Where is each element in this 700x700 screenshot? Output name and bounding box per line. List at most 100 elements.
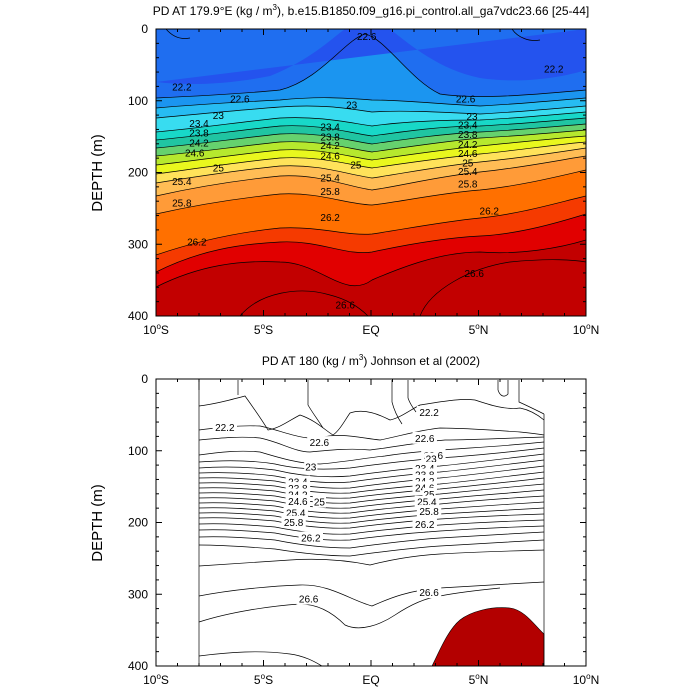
top-contour-label-text: 24.2 bbox=[320, 141, 340, 152]
top-contour-label-text: 22.2 bbox=[172, 82, 192, 93]
bottom-y-tick-label: 0 bbox=[141, 372, 148, 386]
top-contour-label: 22.6 bbox=[357, 32, 377, 43]
bottom-contour-label: 25.8 bbox=[281, 515, 306, 529]
bottom-contour-label: 26.2 bbox=[298, 531, 323, 545]
bottom-contour-label: 25.4 bbox=[283, 506, 308, 519]
bottom-x-tick-label: 10oN bbox=[573, 672, 599, 687]
top-contour-label-text: 24.2 bbox=[458, 140, 478, 151]
top-contour-label-text: 22.6 bbox=[357, 32, 377, 43]
top-contour-label-text: 23.8 bbox=[189, 128, 209, 139]
top-contour-label-text: 26.2 bbox=[480, 207, 500, 218]
top-contour-lines bbox=[156, 29, 586, 316]
top-contour-label-text: 23 bbox=[466, 112, 478, 123]
top-contour-label: 23 bbox=[213, 111, 225, 122]
bottom-x-tick-label: EQ bbox=[362, 673, 379, 687]
bottom-x-tick-label: 5oN bbox=[469, 672, 489, 687]
top-x-tick-label: 5oN bbox=[469, 322, 489, 337]
bottom-contour-label-text: 25 bbox=[423, 490, 435, 501]
top-y-tick-label: 200 bbox=[128, 166, 148, 180]
top-contour-label-text: 26.2 bbox=[187, 237, 207, 248]
top-contour-label: 22.2 bbox=[544, 64, 564, 75]
bottom-contour-label: 22.2 bbox=[212, 421, 237, 434]
top-contour-label: 26.6 bbox=[335, 301, 355, 312]
bottom-contour-label-text: 25.8 bbox=[284, 518, 304, 529]
top-contour-label-text: 25 bbox=[462, 158, 474, 169]
top-contour-label: 25.8 bbox=[172, 199, 192, 210]
top-contour-label: 24.6 bbox=[185, 148, 205, 159]
top-contour-label-text: 23.8 bbox=[320, 133, 340, 144]
top-contour-label-text: 23.8 bbox=[458, 130, 478, 141]
bottom-title: PD AT 180 (kg / m3) Johnson et al (2002) bbox=[262, 353, 480, 368]
top-x-tick-label: 5oS bbox=[254, 322, 273, 337]
top-contour-label: 22.6 bbox=[456, 95, 476, 106]
top-x-tick-label: 10oS bbox=[143, 322, 169, 337]
top-contour-label: 26.2 bbox=[480, 207, 500, 218]
top-contour-label-text: 25 bbox=[350, 161, 362, 172]
top-y-tick-label: 100 bbox=[128, 94, 148, 108]
bottom-x-tick-label: 5oS bbox=[254, 672, 273, 687]
bottom-contour-label-text: 26.2 bbox=[415, 520, 435, 531]
top-contour-label: 23.8 bbox=[458, 130, 478, 141]
bottom-contour-label-text: 25.8 bbox=[419, 507, 439, 518]
top-contour-label-text: 25.8 bbox=[458, 179, 478, 190]
top-contour-label: 26.2 bbox=[320, 213, 340, 224]
bottom-contour-label-text: 23 bbox=[305, 463, 317, 474]
top-contour-label: 25 bbox=[213, 163, 225, 174]
top-x-tick-label: EQ bbox=[362, 323, 379, 337]
bottom-contour-label-text: 25 bbox=[314, 498, 326, 509]
top-contour-label-text: 25.4 bbox=[320, 174, 340, 185]
bottom-contour-label-text: 26.6 bbox=[299, 595, 319, 606]
top-x-tick-label: 10oN bbox=[573, 322, 599, 337]
top-contour-label: 23.4 bbox=[458, 120, 478, 131]
top-contour-label: 22.2 bbox=[172, 82, 192, 93]
bottom-contour-label: 25 bbox=[312, 495, 326, 509]
top-contour-label-text: 25.4 bbox=[458, 167, 478, 178]
top-contour-label-text: 25.8 bbox=[172, 199, 192, 210]
top-contour-label-text: 25.4 bbox=[172, 177, 192, 188]
bottom-contour-label: 23 bbox=[424, 452, 438, 466]
top-y-tick-label: 400 bbox=[128, 309, 148, 323]
top-contour-label: 23.4 bbox=[320, 123, 340, 134]
bottom-x-ticks: 10oS 5oS EQ 5oN 10oN bbox=[143, 379, 599, 687]
top-contour-label: 25.4 bbox=[320, 174, 340, 185]
top-contour-label-text: 24.6 bbox=[185, 148, 205, 159]
top-contour-label: 24.2 bbox=[320, 141, 340, 152]
top-contour-label-text: 23 bbox=[213, 111, 225, 122]
top-contour-label: 23 bbox=[346, 100, 358, 111]
top-contour-label: 25.4 bbox=[458, 167, 478, 178]
bottom-contour-label: 22.2 bbox=[416, 406, 442, 419]
top-contour-label: 23.4 bbox=[189, 119, 209, 130]
top-contour-label: 26.6 bbox=[464, 269, 484, 280]
bottom-contour-label-text: 25.4 bbox=[417, 498, 437, 509]
top-contour-label-text: 22.2 bbox=[544, 64, 564, 75]
top-contour-label-text: 26.6 bbox=[335, 301, 355, 312]
top-contour-label: 25.8 bbox=[458, 179, 478, 190]
top-contour-label-text: 24.6 bbox=[458, 149, 478, 160]
top-contour-label: 25 bbox=[462, 158, 474, 169]
top-contour-label: 24.6 bbox=[458, 149, 478, 160]
bottom-y-tick-label: 200 bbox=[128, 516, 148, 530]
top-contour-label: 22.6 bbox=[230, 95, 250, 106]
top-contour-label: 25.4 bbox=[172, 177, 192, 188]
bottom-y-tick-label: 100 bbox=[128, 444, 148, 458]
top-contour-label-text: 23.4 bbox=[458, 120, 478, 131]
observed-contour-plot: PD AT 180 (kg / m3) Johnson et al (2002) bbox=[89, 353, 599, 687]
bottom-contour-label: 24.6 bbox=[285, 494, 311, 508]
bottom-contour-label-text: 22.2 bbox=[419, 408, 439, 419]
bottom-contour-label: 25.4 bbox=[414, 495, 440, 509]
top-contour-label: 26.2 bbox=[187, 237, 207, 248]
bottom-contour-label-text: 22.6 bbox=[310, 438, 330, 449]
bottom-contour-label-text: 24.6 bbox=[288, 497, 308, 508]
bottom-y-tick-label: 400 bbox=[128, 659, 148, 673]
top-y-tick-label: 300 bbox=[128, 237, 148, 251]
bottom-contour-label: 25.8 bbox=[416, 505, 442, 518]
top-contour-label: 24.2 bbox=[189, 138, 209, 149]
top-contour-label: 25 bbox=[350, 161, 362, 172]
top-contour-label-text: 26.2 bbox=[320, 213, 340, 224]
top-x-ticks: 10oS 5oS EQ 5oN 10oN bbox=[143, 29, 599, 337]
bottom-contour-label-text: 26.6 bbox=[419, 588, 439, 599]
top-contour-label-text: 23 bbox=[346, 100, 358, 111]
bottom-contour-label: 22.6 bbox=[307, 436, 332, 449]
top-contour-label-text: 25.8 bbox=[320, 187, 340, 198]
